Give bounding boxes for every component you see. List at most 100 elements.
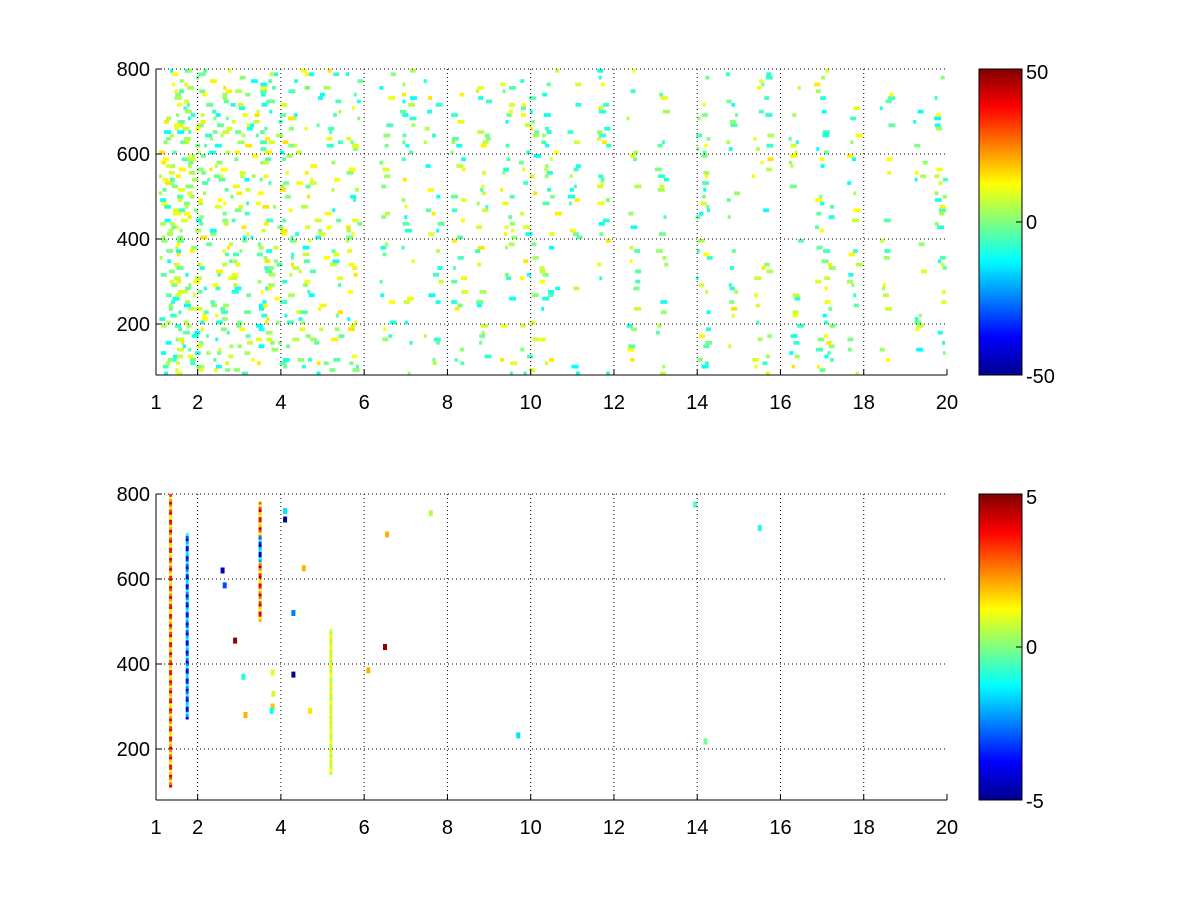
heatmap-cell — [830, 205, 834, 209]
heatmap-cell — [355, 188, 359, 192]
heatmap-cell — [173, 123, 180, 128]
heatmap-cell — [274, 259, 278, 264]
heatmap-streak-cell — [185, 640, 189, 643]
heatmap-streak-cell — [329, 652, 333, 655]
heatmap-cell — [762, 361, 768, 366]
heatmap-cell — [761, 266, 766, 270]
heatmap-cell — [828, 215, 835, 219]
heatmap-streak-cell — [169, 524, 173, 528]
heatmap-cell — [380, 245, 387, 250]
heatmap-cell — [257, 191, 264, 196]
heatmap-cell — [263, 256, 268, 260]
heatmap-cell — [731, 103, 736, 107]
heatmap-cell — [203, 286, 207, 291]
heatmap-cell — [767, 157, 774, 162]
heatmap-streak-cell — [185, 653, 189, 656]
heatmap-streak-cell — [169, 496, 173, 500]
heatmap-cell — [170, 300, 175, 304]
heatmap-cell — [523, 259, 529, 264]
heatmap-streak-cell — [258, 554, 262, 558]
heatmap-cell — [233, 283, 238, 287]
heatmap-cell — [305, 184, 311, 189]
heatmap-cell — [822, 133, 830, 138]
heatmap-streak-cell — [329, 644, 333, 648]
heatmap-cell — [703, 252, 710, 257]
heatmap-cell — [886, 157, 893, 162]
heatmap-cell — [303, 259, 310, 264]
heatmap-cell — [295, 232, 300, 236]
heatmap-cell — [941, 300, 947, 304]
heatmap-cell — [353, 92, 357, 97]
heatmap-cell — [237, 140, 245, 145]
heatmap-cell — [224, 252, 229, 257]
heatmap-streak-cell — [258, 534, 262, 538]
heatmap-cell — [336, 218, 342, 223]
heatmap-spot — [283, 516, 288, 523]
heatmap-cell — [573, 184, 577, 189]
heatmap-cell — [213, 174, 220, 179]
heatmap-cell — [380, 293, 385, 298]
heatmap-spot — [270, 703, 275, 710]
heatmap-cell — [699, 211, 704, 216]
heatmap-streak-cell — [185, 683, 189, 687]
heatmap-cell — [181, 218, 188, 223]
heatmap-cell — [885, 307, 893, 311]
heatmap-cell — [187, 354, 194, 359]
heatmap-cell — [534, 130, 540, 134]
heatmap-streak-cell — [329, 662, 333, 666]
heatmap-cell — [282, 358, 290, 362]
heatmap-cell — [209, 228, 217, 233]
heatmap-streak-cell — [185, 637, 189, 641]
heatmap-cell — [766, 72, 772, 77]
heatmap-cell — [268, 283, 276, 287]
heatmap-cell — [277, 341, 282, 345]
heatmap-cell — [309, 181, 317, 185]
heatmap-cell — [287, 293, 295, 298]
heatmap-cell — [168, 358, 175, 362]
heatmap-cell — [333, 358, 341, 362]
heatmap-cell — [797, 324, 804, 328]
heatmap-cell — [169, 133, 174, 138]
heatmap-cell — [307, 290, 311, 294]
heatmap-streak-cell — [185, 540, 189, 544]
heatmap-cell — [526, 273, 531, 277]
heatmap-streak-cell — [185, 602, 189, 605]
heatmap-cell — [456, 164, 464, 168]
heatmap-cell — [433, 337, 441, 342]
heatmap-cell — [660, 300, 668, 304]
colorbar: 50 0 -50 — [978, 62, 1055, 388]
heatmap-cell — [548, 293, 554, 298]
heatmap-cell — [226, 126, 233, 131]
heatmap-cell — [163, 157, 169, 162]
heatmap-cell — [246, 201, 249, 206]
heatmap-cell — [184, 82, 189, 87]
heatmap-cell — [819, 157, 825, 162]
heatmap-cell — [481, 184, 485, 189]
heatmap-streak-cell — [258, 551, 262, 555]
heatmap-cell — [411, 259, 415, 264]
heatmap-cell — [759, 79, 763, 83]
heatmap-cell — [409, 341, 413, 345]
heatmap-streak-cell — [185, 586, 189, 590]
heatmap-streak-cell — [329, 629, 333, 632]
heatmap-streak-cell — [169, 692, 173, 696]
heatmap-streak-cell — [169, 677, 173, 681]
heatmap-streak-cell — [185, 650, 189, 654]
heatmap-cell — [177, 198, 183, 202]
heatmap-cell — [389, 300, 396, 304]
heatmap-cell — [202, 313, 207, 318]
heatmap-streak-cell — [185, 670, 189, 674]
heatmap-cell — [220, 174, 224, 179]
plot-area — [156, 494, 947, 800]
colorbar-gradient — [978, 493, 1023, 801]
heatmap-cell — [821, 75, 826, 80]
heatmap-cell — [215, 113, 221, 117]
heatmap-cell — [706, 310, 711, 315]
heatmap-cell — [914, 177, 918, 182]
heatmap-cell — [161, 324, 167, 328]
heatmap-streak-cell — [185, 706, 189, 710]
heatmap-cell — [331, 249, 336, 253]
heatmap-cell — [233, 252, 239, 257]
heatmap-cell — [544, 167, 549, 172]
heatmap-cell — [265, 330, 273, 335]
